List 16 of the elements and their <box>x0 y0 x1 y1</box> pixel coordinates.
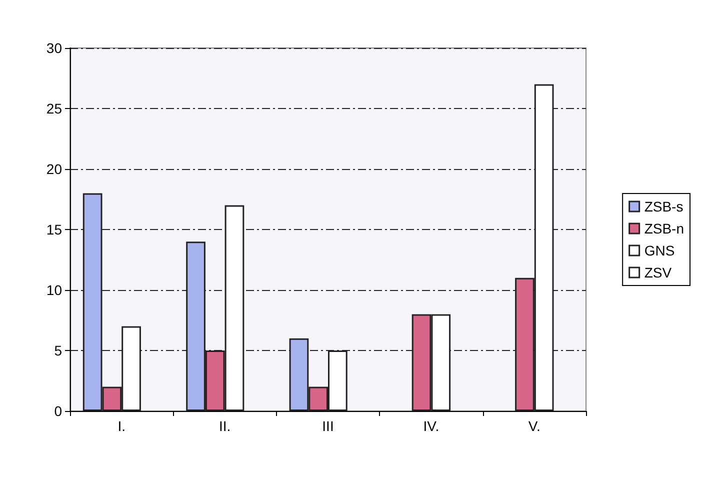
legend-label: ZSV <box>644 264 672 280</box>
x-tick-label: IV. <box>423 418 440 434</box>
y-tick-label: 5 <box>54 342 62 358</box>
y-tick-label: 25 <box>46 100 62 116</box>
y-tick-label: 10 <box>46 282 62 298</box>
x-tick-label: II. <box>218 418 231 434</box>
legend-label: ZSB-s <box>644 198 684 214</box>
x-tick-label: I. <box>118 418 126 434</box>
y-tick-label: 20 <box>46 161 62 177</box>
legend-label: GNS <box>644 242 675 258</box>
y-tick-label: 30 <box>46 40 62 56</box>
x-tick-label: III <box>322 418 334 434</box>
x-tick-label: V. <box>528 418 540 434</box>
legend-label: ZSB-n <box>644 220 684 236</box>
y-tick-label: 15 <box>46 222 62 238</box>
y-tick-label: 0 <box>54 403 62 419</box>
